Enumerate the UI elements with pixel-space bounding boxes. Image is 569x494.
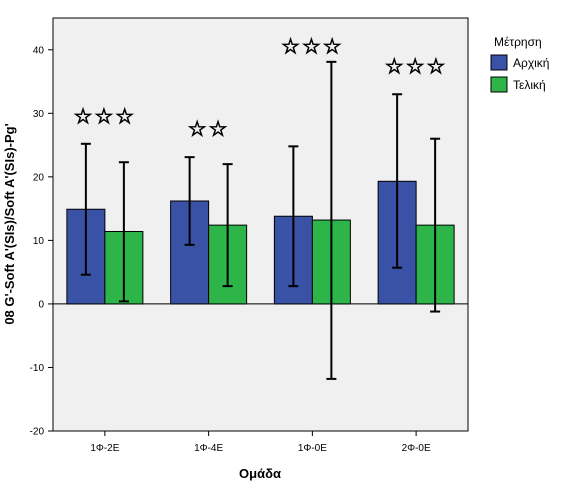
x-tick-label: 1Φ-4Ε [194, 443, 223, 454]
significance-stars: ☆☆☆ [74, 104, 136, 128]
legend-swatch [490, 76, 508, 93]
y-tick-label: -20 [30, 427, 45, 438]
x-axis: 1Φ-2Ε 1Φ-4Ε 1Φ-0Ε 2Φ-0Ε [90, 431, 431, 454]
legend-title: Μέτρηση [494, 35, 542, 49]
y-axis: -20 -10 0 10 20 30 40 [30, 45, 53, 438]
legend: Μέτρηση Αρχική Τελική [490, 35, 549, 93]
y-tick-label: 10 [33, 236, 45, 247]
significance-stars: ☆☆☆ [281, 35, 343, 59]
x-tick-label: 1Φ-2Ε [90, 443, 119, 454]
x-axis-title: Ομάδα [239, 466, 281, 481]
x-tick-label: 2Φ-0Ε [402, 443, 431, 454]
legend-label: Αρχική [513, 56, 549, 70]
y-tick-label: 30 [33, 109, 45, 120]
y-axis-title: 08 G'-Soft A'(SIs)/Soft A'(SIs)-Pg' [2, 123, 17, 324]
legend-swatch [490, 54, 508, 71]
y-tick-label: 0 [38, 299, 44, 310]
x-tick-label: 1Φ-0Ε [298, 443, 327, 454]
y-tick-label: 40 [33, 45, 45, 56]
significance-stars: ☆☆☆ [385, 54, 447, 78]
y-tick-label: 20 [33, 172, 45, 183]
y-tick-label: -10 [30, 363, 45, 374]
legend-label: Τελική [513, 78, 546, 92]
chart-marks: ☆☆☆☆☆☆☆☆☆☆☆ [53, 34, 468, 380]
significance-stars: ☆☆ [188, 117, 230, 141]
